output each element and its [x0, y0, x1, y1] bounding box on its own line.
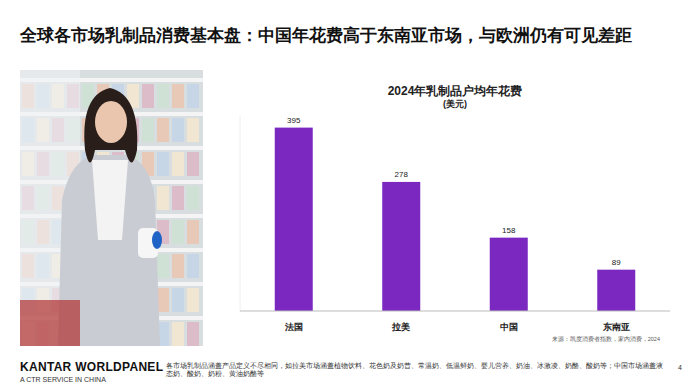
photo-product [142, 84, 154, 108]
photo-product [157, 152, 169, 176]
tagline: A CTR SERVICE IN CHINA [20, 376, 106, 383]
x-tick-label: 拉美 [391, 322, 410, 332]
photo-product [172, 322, 184, 346]
photo-cap [152, 231, 162, 249]
y-axis-line [240, 116, 241, 311]
photo-product [187, 254, 199, 278]
chart-title: 2024年乳制品户均年花费 [388, 84, 523, 98]
page-title: 全球各市场乳制品消费基本盘：中国年花费高于东南亚市场，与欧洲仍有可见差距 [20, 24, 632, 47]
photo-product [187, 118, 199, 142]
photo-product [157, 288, 169, 312]
data-label: 278 [395, 170, 409, 179]
photo-shirt [92, 160, 128, 240]
photo-product [157, 84, 169, 108]
photo-product [157, 118, 169, 142]
data-label: 89 [612, 258, 621, 267]
bar [275, 128, 313, 311]
photo-product [172, 84, 184, 108]
bar [597, 270, 635, 311]
x-tick-label: 中国 [500, 322, 518, 332]
photo-hair [84, 88, 137, 163]
photo-product [172, 254, 184, 278]
photo-cart [20, 300, 80, 346]
data-label: 158 [502, 226, 516, 235]
photo-product [187, 84, 199, 108]
photo-product [172, 118, 184, 142]
footnote: 各市场乳制品涵盖产品定义不尽相同，如拉美市场涵盖植物饮料、花色奶及奶昔、常温奶、… [166, 362, 666, 378]
bars [275, 128, 636, 311]
logo: KANTAR WORLDPANEL [20, 360, 163, 374]
photo [20, 70, 203, 346]
x-axis-line [240, 311, 670, 312]
photo-product [187, 322, 199, 346]
page: {"page": {"title": "全球各市场乳制品消费基本盘：中国年花费高… [0, 0, 692, 390]
data-label: 395 [287, 116, 301, 125]
chart: 2024年乳制品户均年花费(美元) 395 法国 278 拉美 158 中国 89 东南亚来源：… [0, 0, 692, 390]
bar [382, 182, 420, 311]
photo-product [157, 186, 169, 210]
x-tick-label: 东南亚 [602, 322, 630, 332]
photo-product [172, 220, 184, 244]
page-number: 4 [678, 364, 682, 371]
photo-layer [0, 0, 692, 390]
photo-product [187, 186, 199, 210]
photo-face [95, 101, 127, 143]
source: 来源：凯度消费者指数，家内消费，2024 [552, 335, 660, 342]
photo-product [187, 152, 199, 176]
photo-product [172, 186, 184, 210]
photo-product [172, 288, 184, 312]
bar [490, 238, 528, 311]
photo-product [187, 220, 199, 244]
photo-product [187, 288, 199, 312]
x-tick-label: 法国 [284, 322, 303, 332]
chart-subtitle: (美元) [443, 99, 467, 109]
photo-product [157, 254, 169, 278]
photo-product [172, 152, 184, 176]
photo-bg [20, 70, 203, 346]
photo-product [142, 118, 154, 142]
